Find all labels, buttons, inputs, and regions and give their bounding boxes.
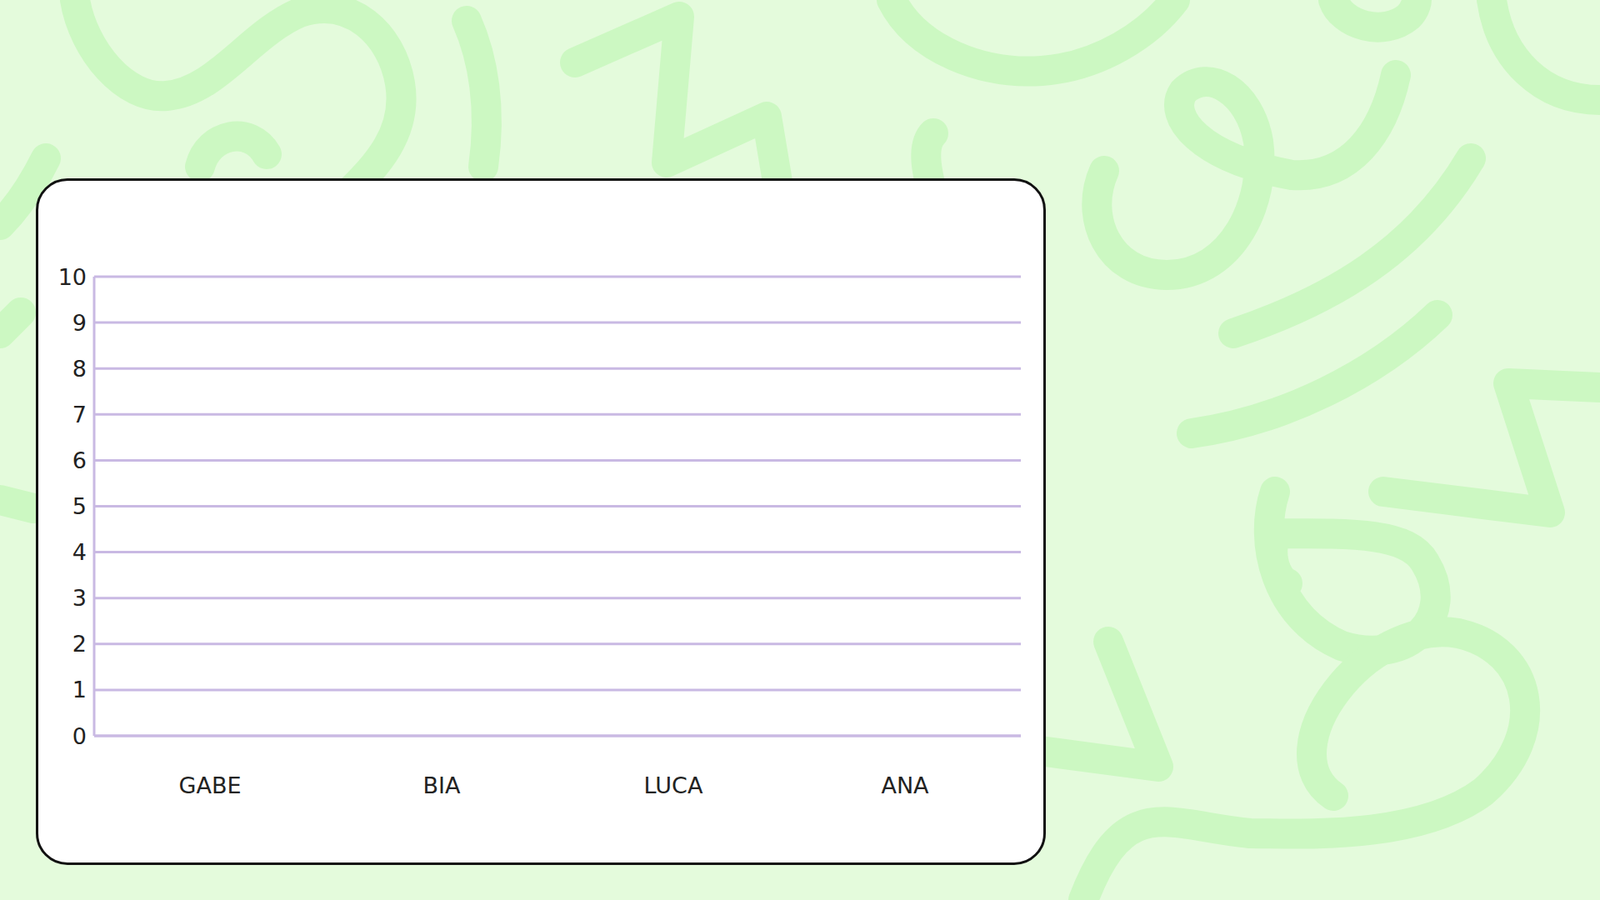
svg-text:4: 4	[72, 539, 87, 565]
svg-text:1: 1	[72, 676, 87, 703]
svg-text:5: 5	[72, 493, 87, 520]
svg-text:BIA: BIA	[423, 772, 461, 799]
svg-text:6: 6	[72, 447, 87, 474]
svg-text:LUCA: LUCA	[644, 772, 704, 799]
svg-text:10: 10	[58, 264, 87, 290]
svg-text:9: 9	[72, 310, 87, 336]
svg-text:8: 8	[72, 355, 87, 382]
svg-text:7: 7	[72, 401, 87, 428]
svg-text:2: 2	[72, 630, 87, 657]
svg-text:ANA: ANA	[880, 772, 930, 799]
svg-text:0: 0	[72, 723, 87, 750]
svg-text:GABE: GABE	[179, 772, 242, 799]
svg-text:3: 3	[72, 585, 87, 611]
